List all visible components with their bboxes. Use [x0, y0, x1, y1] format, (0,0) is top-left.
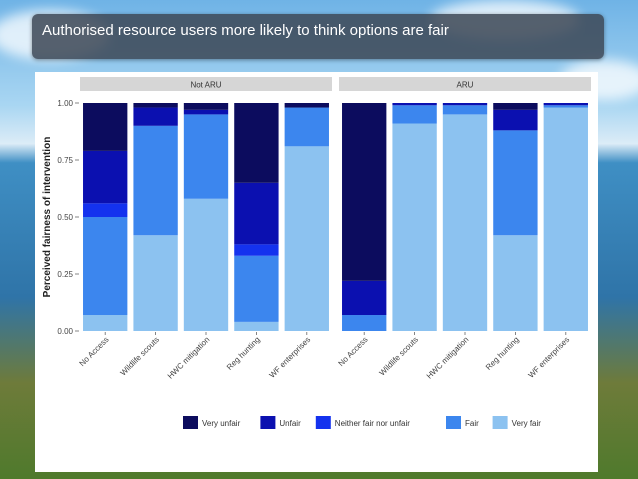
- bar-segment: [493, 235, 538, 331]
- title-bar: Authorised resource users more likely to…: [32, 14, 604, 59]
- facet-strip: [80, 77, 332, 91]
- facet-strip-label: Not ARU: [190, 81, 221, 90]
- bar-segment: [83, 315, 128, 331]
- legend-label: Unfair: [279, 419, 301, 428]
- bar-segment: [284, 103, 329, 108]
- y-axis-title: Perceived fairness of intervention: [42, 137, 53, 298]
- bar-segment: [183, 109, 229, 115]
- bar-segment: [83, 103, 128, 151]
- legend-label: Very unfair: [202, 419, 241, 428]
- x-tick-label: Reg hunting: [225, 335, 262, 372]
- facet-strip-label: ARU: [457, 81, 474, 90]
- bar-segment: [493, 109, 538, 131]
- x-tick-label: HWC mitigation: [425, 335, 471, 381]
- legend-label: Very fair: [512, 419, 542, 428]
- facet-strip: [339, 77, 591, 91]
- bar-segment: [183, 114, 229, 199]
- bar-segment: [342, 103, 387, 281]
- bar-segment: [284, 146, 329, 331]
- y-tick-label: 0.25: [57, 270, 73, 279]
- x-tick-label: Reg hunting: [484, 335, 521, 372]
- bar-segment: [543, 103, 588, 106]
- x-tick-label: Wildlife scouts: [377, 335, 420, 378]
- y-tick-label: 1.00: [57, 99, 73, 108]
- bar-segment: [83, 150, 128, 204]
- legend-label: Neither fair nor unfair: [335, 419, 410, 428]
- bar-segment: [392, 105, 437, 124]
- bar-segment: [342, 280, 387, 316]
- bar-segment: [234, 103, 279, 183]
- bar-segment: [234, 182, 279, 245]
- slide-title: Authorised resource users more likely to…: [42, 22, 449, 39]
- x-tick-label: No Access: [78, 335, 111, 368]
- y-tick-label: 0.75: [57, 156, 73, 165]
- bar-segment: [133, 125, 178, 236]
- bar-segment: [442, 105, 488, 115]
- x-tick-label: HWC mitigation: [166, 335, 212, 381]
- bar-segment: [133, 103, 178, 108]
- legend-label: Fair: [465, 419, 479, 428]
- x-tick-label: Wildlife scouts: [118, 335, 161, 378]
- legend-swatch: [492, 416, 508, 429]
- x-tick-label: WF enterprises: [268, 335, 313, 380]
- bar-segment: [133, 107, 178, 126]
- bar-segment: [392, 123, 437, 331]
- bar-segment: [234, 255, 279, 322]
- bar-segment: [234, 244, 279, 256]
- y-tick-label: 0.00: [57, 327, 73, 336]
- bar-segment: [183, 103, 229, 110]
- chart-panel: Perceived fairness of intervention 0.00 0.…: [35, 72, 598, 472]
- bar-segment: [83, 203, 128, 217]
- bar-segment: [342, 315, 387, 331]
- bar-segment: [234, 321, 279, 331]
- x-tick-label: WF enterprises: [527, 335, 572, 380]
- bar-segment: [442, 103, 488, 106]
- bar-segment: [284, 107, 329, 147]
- bar-segment: [83, 217, 128, 316]
- legend-swatch: [315, 416, 331, 429]
- x-tick-label: No Access: [337, 335, 370, 368]
- bar-segment: [493, 103, 538, 110]
- bar-segment: [392, 103, 437, 106]
- bar-segment: [133, 235, 178, 331]
- legend-swatch: [183, 416, 198, 429]
- bar-segment: [442, 114, 488, 332]
- bar-segment: [543, 107, 588, 331]
- bar-segment: [183, 198, 229, 331]
- y-tick-label: 0.50: [57, 213, 73, 222]
- legend-swatch: [260, 416, 276, 429]
- legend-swatch: [446, 416, 461, 429]
- stacked-bar-chart: Perceived fairness of intervention 0.00 0.…: [42, 77, 591, 429]
- bar-segment: [493, 130, 538, 236]
- bar-segment: [543, 105, 588, 108]
